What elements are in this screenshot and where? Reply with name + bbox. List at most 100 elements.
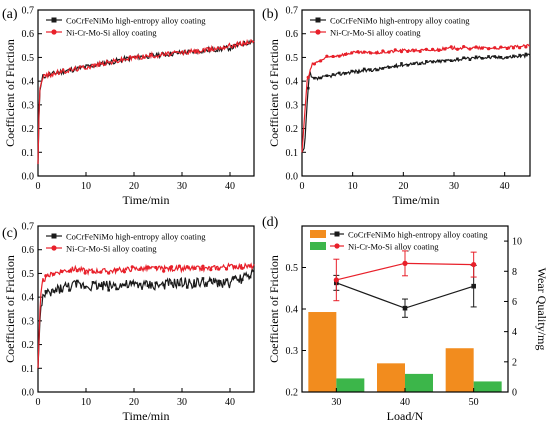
series-marker [437, 59, 441, 63]
y-axis-label: Coefficient of Friction [3, 255, 17, 363]
y-tick-label: 0.4 [22, 77, 35, 88]
y-tick-label: 0.7 [22, 222, 35, 233]
y-tick-label: 0.7 [22, 6, 35, 17]
y-axis-label: Coefficient of Friction [267, 255, 281, 363]
legend-label: Ni-Cr-Mo-Si alloy coating [66, 28, 157, 38]
y-tick-label: 0.4 [286, 77, 299, 88]
series-marker [122, 270, 126, 274]
series-marker [306, 75, 310, 79]
series-marker [369, 68, 372, 71]
y-tick-label: 0.2 [22, 124, 35, 135]
legend-swatch [310, 230, 326, 238]
series-line [301, 43, 531, 153]
series-marker [130, 265, 134, 269]
series-marker [107, 288, 110, 292]
x-axis-label: Load/N [387, 409, 424, 423]
series-marker [456, 57, 459, 61]
series-marker [107, 271, 111, 275]
series-marker [201, 264, 205, 268]
series-marker [350, 69, 354, 73]
y2-tick-label: 10 [512, 237, 522, 248]
x-axis-label: Time/min [123, 193, 170, 207]
series-marker [512, 54, 515, 58]
series-marker [67, 269, 72, 273]
plot-frame [301, 9, 531, 177]
series-marker [362, 50, 366, 54]
series-marker [233, 276, 236, 279]
bar [336, 378, 365, 392]
panel-d: (d) 0.2 0.3 0.4 0.5 0 2 4 6 8 10 30 40 50 Load/N Coeffi… [262, 215, 549, 423]
y-tick-label: 0.4 [22, 293, 35, 304]
x-tick-label: 30 [331, 397, 341, 408]
series-marker [387, 66, 391, 69]
series-marker [449, 45, 453, 49]
x-tick-label: 0 [36, 181, 41, 192]
series-marker [44, 274, 48, 278]
series-marker [462, 56, 465, 60]
series-marker [402, 260, 408, 266]
x-axis-label: Time/min [393, 193, 440, 207]
y2-tick-label: 4 [512, 327, 517, 338]
y-tick-label: 0.5 [286, 263, 299, 274]
series-marker [474, 55, 478, 59]
series-marker [424, 47, 428, 52]
series-marker [356, 71, 360, 74]
y-tick-label: 0.4 [286, 305, 299, 316]
x-tick-label: 0 [300, 181, 305, 192]
series-marker [162, 283, 165, 287]
x-tick-label: 10 [348, 181, 358, 192]
legend-marker-circle [51, 245, 57, 251]
series-marker [306, 86, 310, 90]
x-tick-label: 10 [81, 397, 91, 408]
series-marker [412, 49, 416, 53]
series-marker [471, 261, 477, 268]
series-marker [115, 287, 118, 291]
series-marker [91, 281, 95, 284]
panel-label: (c) [2, 226, 18, 241]
series-marker [217, 279, 220, 283]
series-marker [99, 284, 103, 288]
y-tick-label: 0.1 [22, 148, 35, 159]
series-line [37, 262, 255, 369]
y-tick-label: 0.1 [22, 364, 35, 375]
series-marker [248, 264, 252, 268]
series-marker [343, 52, 348, 56]
legend-marker-square [334, 231, 340, 237]
legend-label: Ni-Cr-Mo-Si alloy coating [330, 28, 421, 38]
series-marker [425, 60, 428, 63]
series-marker [381, 67, 385, 70]
y2-tick-label: 0 [512, 388, 517, 399]
x-tick-label: 30 [449, 181, 459, 192]
y-tick-label: 0.2 [286, 388, 299, 399]
series-marker [356, 50, 360, 54]
series-marker [431, 60, 434, 64]
series-marker [138, 282, 142, 286]
series-marker [313, 76, 316, 80]
series-marker [225, 278, 228, 282]
series-marker [455, 47, 460, 51]
series-marker [333, 277, 339, 283]
series-marker [493, 55, 497, 58]
series-marker [154, 265, 158, 270]
series-marker [471, 283, 476, 289]
series-marker [399, 50, 404, 54]
series-marker [381, 49, 385, 53]
series-marker [209, 278, 213, 282]
legend-label: Ni-Cr-Mo-Si alloy coating [66, 244, 157, 254]
series-marker [368, 51, 372, 55]
series-marker [499, 55, 503, 59]
series-marker [418, 62, 422, 66]
series-marker [493, 46, 497, 50]
series-marker [524, 45, 528, 49]
series-marker [518, 46, 522, 50]
y-tick-label: 0.3 [22, 100, 35, 111]
y-tick-label: 0.0 [22, 388, 35, 399]
y2-tick-label: 6 [512, 297, 517, 308]
bar [308, 312, 337, 392]
series-marker [350, 51, 354, 55]
series-marker [123, 283, 126, 287]
series-marker [114, 268, 119, 272]
series-marker [486, 47, 491, 51]
series-marker [430, 47, 435, 51]
series-line [301, 52, 531, 153]
